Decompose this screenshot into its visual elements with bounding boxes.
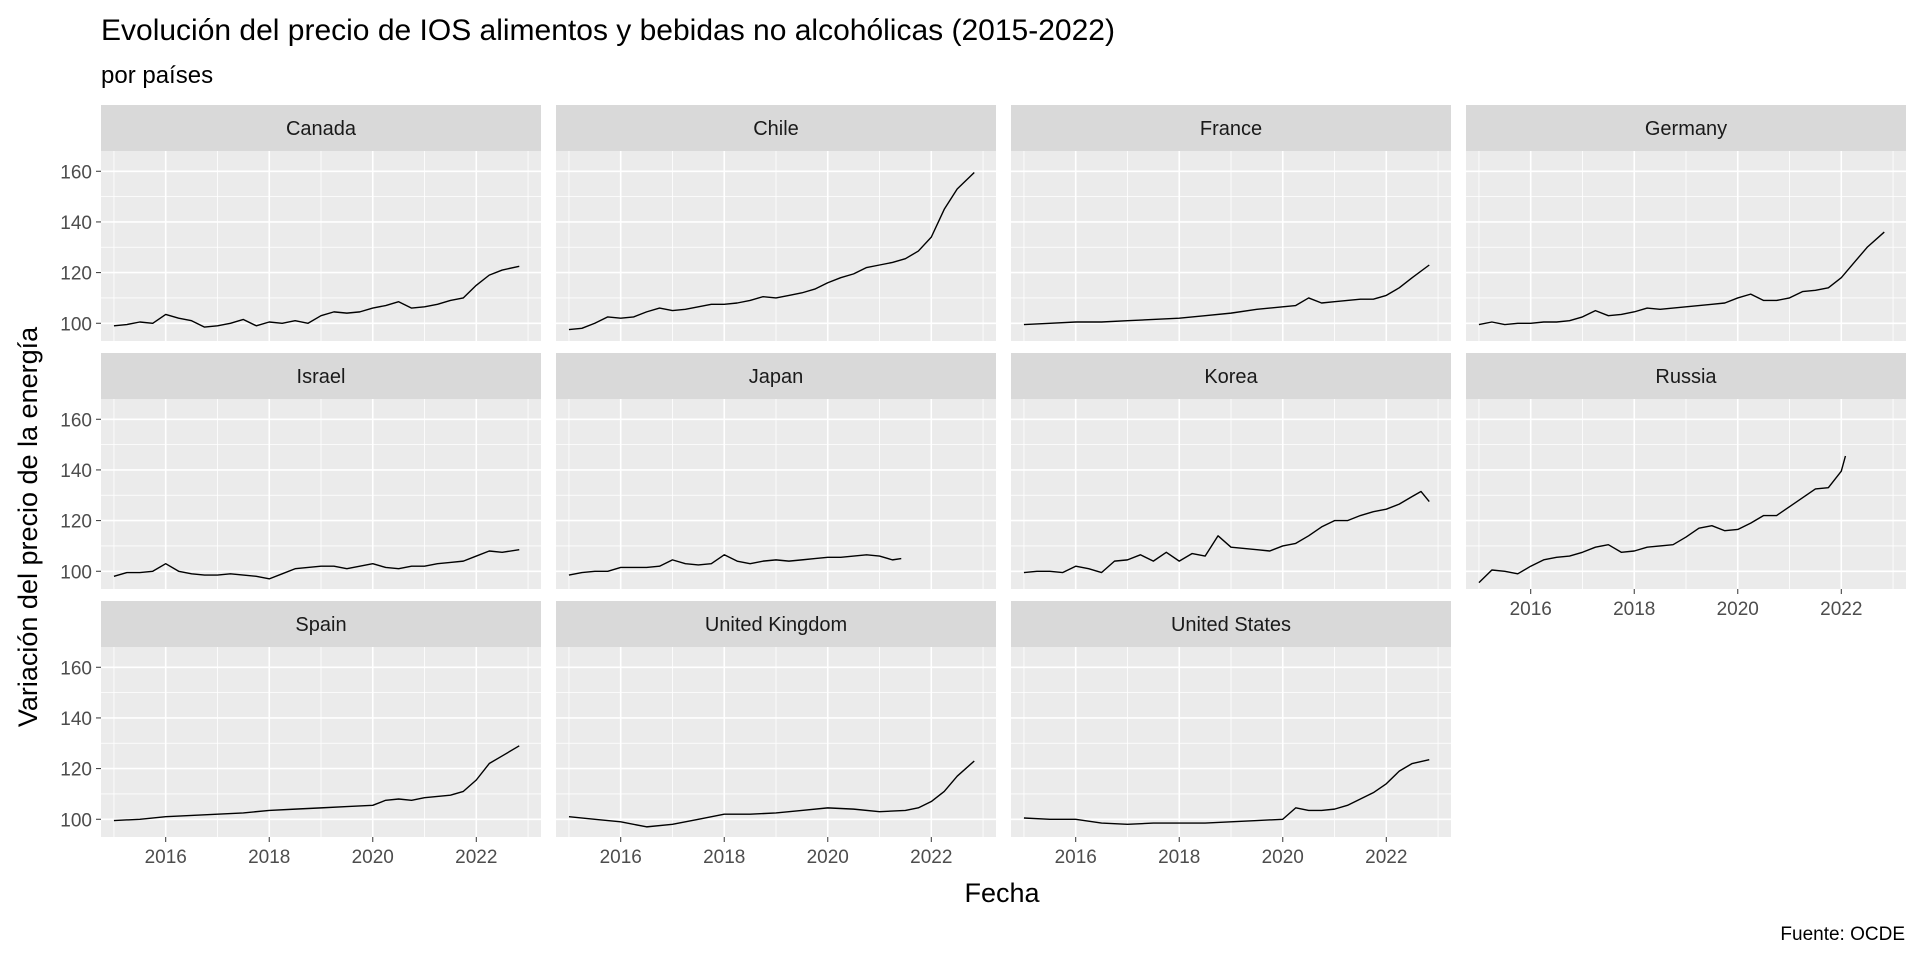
facet-united-states: United States 2016 2018 2020 2022 bbox=[1011, 601, 1451, 868]
series-line-united-kingdom bbox=[568, 760, 975, 828]
y-tick-label: 120 bbox=[60, 760, 92, 781]
facet-label: Germany bbox=[1645, 118, 1727, 140]
y-tick-label: 160 bbox=[60, 410, 92, 431]
series-line-russia bbox=[1478, 455, 1847, 584]
x-tick-label: 2018 bbox=[1158, 847, 1200, 868]
x-tick-label: 2018 bbox=[1613, 599, 1655, 620]
facet-strip bbox=[1466, 353, 1906, 399]
facet-japan: Japan bbox=[556, 353, 996, 589]
series-line-france bbox=[1023, 264, 1430, 326]
facet-label: France bbox=[1200, 118, 1262, 140]
facet-label: Israel bbox=[297, 366, 346, 388]
x-tick-label: 2022 bbox=[1820, 599, 1862, 620]
y-tick-label: 140 bbox=[60, 213, 92, 234]
facet-canada: Canada 100 120 140 160 bbox=[60, 105, 541, 341]
facet-strip bbox=[1011, 353, 1451, 399]
facet-label: Canada bbox=[286, 118, 357, 140]
facet-label: Spain bbox=[295, 614, 346, 636]
x-tick-label: 2022 bbox=[1365, 847, 1407, 868]
facet-strip bbox=[101, 105, 541, 151]
y-axis-title: Variación del precio de la energía bbox=[13, 326, 43, 727]
facet-label: United Kingdom bbox=[705, 614, 847, 636]
x-tick-label: 2016 bbox=[1510, 599, 1552, 620]
chart-caption: Fuente: OCDE bbox=[1780, 924, 1905, 945]
facet-strip bbox=[1011, 105, 1451, 151]
facet-strip bbox=[101, 353, 541, 399]
facet-label: Chile bbox=[753, 118, 799, 140]
x-tick-label: 2016 bbox=[1055, 847, 1097, 868]
y-tick-label: 160 bbox=[60, 658, 92, 679]
facet-russia: Russia 2016 2018 2020 2022 bbox=[1466, 353, 1906, 620]
facets-layer: Canada 100 120 140 160 Chile France Germany Isra… bbox=[60, 105, 1906, 868]
facet-label: United States bbox=[1171, 614, 1291, 636]
x-tick-label: 2016 bbox=[600, 847, 642, 868]
facet-strip bbox=[556, 601, 996, 647]
y-tick-label: 100 bbox=[60, 314, 92, 335]
y-tick-label: 140 bbox=[60, 709, 92, 730]
x-tick-label: 2022 bbox=[910, 847, 952, 868]
y-tick-label: 120 bbox=[60, 264, 92, 285]
x-tick-label: 2020 bbox=[807, 847, 849, 868]
series-line-canada bbox=[113, 265, 520, 328]
facet-strip bbox=[101, 601, 541, 647]
series-line-japan bbox=[568, 554, 902, 576]
facet-strip bbox=[1466, 105, 1906, 151]
series-line-germany bbox=[1478, 231, 1885, 326]
x-axis-title: Fecha bbox=[964, 878, 1040, 908]
facet-strip bbox=[556, 353, 996, 399]
series-line-united-states bbox=[1023, 759, 1430, 826]
facet-france: France bbox=[1011, 105, 1451, 341]
facet-korea: Korea bbox=[1011, 353, 1451, 589]
y-tick-label: 120 bbox=[60, 512, 92, 533]
facet-label: Korea bbox=[1204, 366, 1258, 388]
y-tick-label: 160 bbox=[60, 162, 92, 183]
series-line-spain bbox=[113, 745, 520, 822]
x-tick-label: 2018 bbox=[248, 847, 290, 868]
y-tick-label: 100 bbox=[60, 562, 92, 583]
facet-spain: Spain 100 120 140 160 2016 2018 2020 2022 bbox=[60, 601, 541, 868]
facet-label: Japan bbox=[749, 366, 804, 388]
facet-chile: Chile bbox=[556, 105, 996, 341]
series-line-israel bbox=[113, 549, 520, 580]
y-tick-label: 140 bbox=[60, 461, 92, 482]
x-tick-label: 2020 bbox=[352, 847, 394, 868]
facet-germany: Germany bbox=[1466, 105, 1906, 341]
x-tick-label: 2018 bbox=[703, 847, 745, 868]
x-tick-label: 2016 bbox=[145, 847, 187, 868]
chart-title: Evolución del precio de IOS alimentos y … bbox=[101, 14, 1115, 47]
facet-strip bbox=[1011, 601, 1451, 647]
series-line-chile bbox=[568, 172, 975, 331]
y-tick-label: 100 bbox=[60, 810, 92, 831]
series-line-korea bbox=[1023, 490, 1430, 574]
x-tick-label: 2020 bbox=[1717, 599, 1759, 620]
facet-strip bbox=[556, 105, 996, 151]
x-tick-label: 2020 bbox=[1262, 847, 1304, 868]
facet-israel: Israel 100 120 140 160 bbox=[60, 353, 541, 589]
facet-united-kingdom: United Kingdom 2016 2018 2020 2022 bbox=[556, 601, 996, 868]
x-tick-label: 2022 bbox=[455, 847, 497, 868]
chart-subtitle: por países bbox=[101, 62, 213, 89]
facet-label: Russia bbox=[1655, 366, 1717, 388]
